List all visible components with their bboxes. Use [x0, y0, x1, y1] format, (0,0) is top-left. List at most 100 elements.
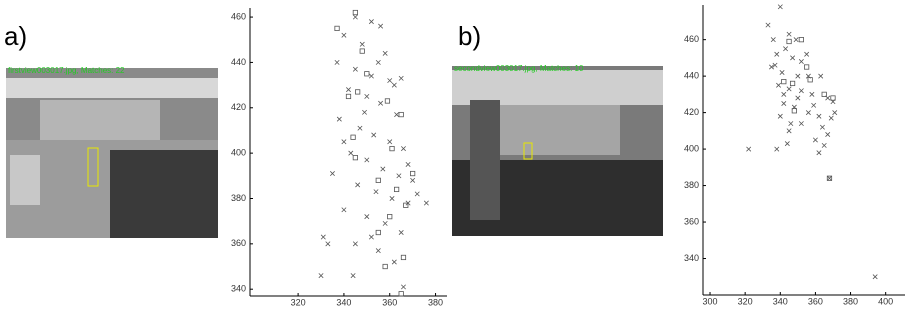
point-square: [394, 187, 398, 191]
point-cross: [369, 74, 373, 78]
point-cross: [424, 201, 428, 205]
point-cross: [381, 167, 385, 171]
photo-caption: secondview003017.jpg, Matches: 10: [454, 64, 584, 73]
point-cross: [342, 140, 346, 144]
point-cross: [365, 94, 369, 98]
point-square: [782, 79, 786, 83]
point-cross: [374, 189, 378, 193]
point-cross: [319, 273, 323, 277]
y-tick-label: 440: [684, 71, 699, 81]
point-cross: [799, 89, 803, 93]
point-cross: [346, 87, 350, 91]
point-cross: [778, 114, 782, 118]
point-cross: [365, 214, 369, 218]
point-square: [399, 292, 403, 296]
point-cross: [782, 92, 786, 96]
point-square: [410, 171, 414, 175]
point-cross: [365, 158, 369, 162]
point-cross: [353, 15, 357, 19]
point-cross: [785, 141, 789, 145]
photo: [452, 66, 663, 236]
point-cross: [822, 143, 826, 147]
point-cross: [813, 138, 817, 142]
point-cross: [371, 133, 375, 137]
point-square: [360, 49, 364, 53]
point-cross: [817, 114, 821, 118]
point-cross: [326, 242, 330, 246]
point-square: [390, 146, 394, 150]
y-tick-label: 420: [684, 107, 699, 117]
point-cross: [394, 112, 398, 116]
figure: a) firstview003017.jpg, Matches: 22 b) s…: [0, 0, 915, 307]
x-tick-label: 340: [336, 297, 351, 307]
point-cross: [351, 273, 355, 277]
x-tick-label: 360: [382, 297, 397, 307]
point-cross: [820, 125, 824, 129]
point-cross: [766, 23, 770, 27]
y-tick-label: 340: [231, 284, 246, 294]
point-cross: [776, 83, 780, 87]
point-cross: [799, 121, 803, 125]
x-tick-label: 380: [428, 297, 443, 307]
point-cross: [818, 74, 822, 78]
point-cross: [376, 60, 380, 64]
point-square: [365, 72, 369, 76]
point-cross: [796, 96, 800, 100]
point-cross: [383, 221, 387, 225]
point-cross: [392, 260, 396, 264]
point-cross: [362, 110, 366, 114]
point-cross: [369, 19, 373, 23]
point-square: [351, 135, 355, 139]
point-cross: [810, 92, 814, 96]
photo: [6, 68, 218, 238]
point-cross: [360, 42, 364, 46]
point-square: [376, 230, 380, 234]
point-cross: [392, 83, 396, 87]
point-square: [388, 214, 392, 218]
point-cross: [321, 235, 325, 239]
y-tick-label: 360: [684, 216, 699, 226]
point-cross: [401, 285, 405, 289]
point-cross: [787, 87, 791, 91]
panel-label: b): [458, 21, 481, 51]
point-cross: [406, 162, 410, 166]
point-cross: [790, 56, 794, 60]
point-square: [401, 255, 405, 259]
point-cross: [789, 121, 793, 125]
point-square: [399, 112, 403, 116]
point-cross: [388, 140, 392, 144]
point-cross: [415, 192, 419, 196]
point-cross: [335, 60, 339, 64]
point-cross: [827, 176, 831, 180]
point-square: [346, 94, 350, 98]
point-cross: [746, 147, 750, 151]
point-square: [353, 155, 357, 159]
panel-label: a): [4, 21, 27, 51]
point-cross: [796, 74, 800, 78]
point-cross: [355, 183, 359, 187]
y-tick-label: 400: [684, 143, 699, 153]
point-cross: [383, 51, 387, 55]
x-tick-label: 340: [773, 296, 788, 306]
point-square: [385, 99, 389, 103]
y-tick-label: 400: [231, 148, 246, 158]
point-square: [790, 81, 794, 85]
point-cross: [780, 70, 784, 74]
point-cross: [787, 32, 791, 36]
point-square: [353, 10, 357, 14]
point-cross: [337, 117, 341, 121]
x-tick-label: 380: [843, 296, 858, 306]
point-square: [799, 37, 803, 41]
y-tick-label: 360: [231, 238, 246, 248]
point-cross: [771, 37, 775, 41]
point-cross: [342, 33, 346, 37]
point-cross: [353, 67, 357, 71]
y-tick-label: 460: [231, 11, 246, 21]
point-cross: [342, 208, 346, 212]
x-tick-label: 400: [878, 296, 893, 306]
point-cross: [376, 248, 380, 252]
point-cross: [794, 37, 798, 41]
point-cross: [826, 132, 830, 136]
point-cross: [775, 52, 779, 56]
photo-caption: firstview003017.jpg, Matches: 22: [8, 66, 125, 75]
